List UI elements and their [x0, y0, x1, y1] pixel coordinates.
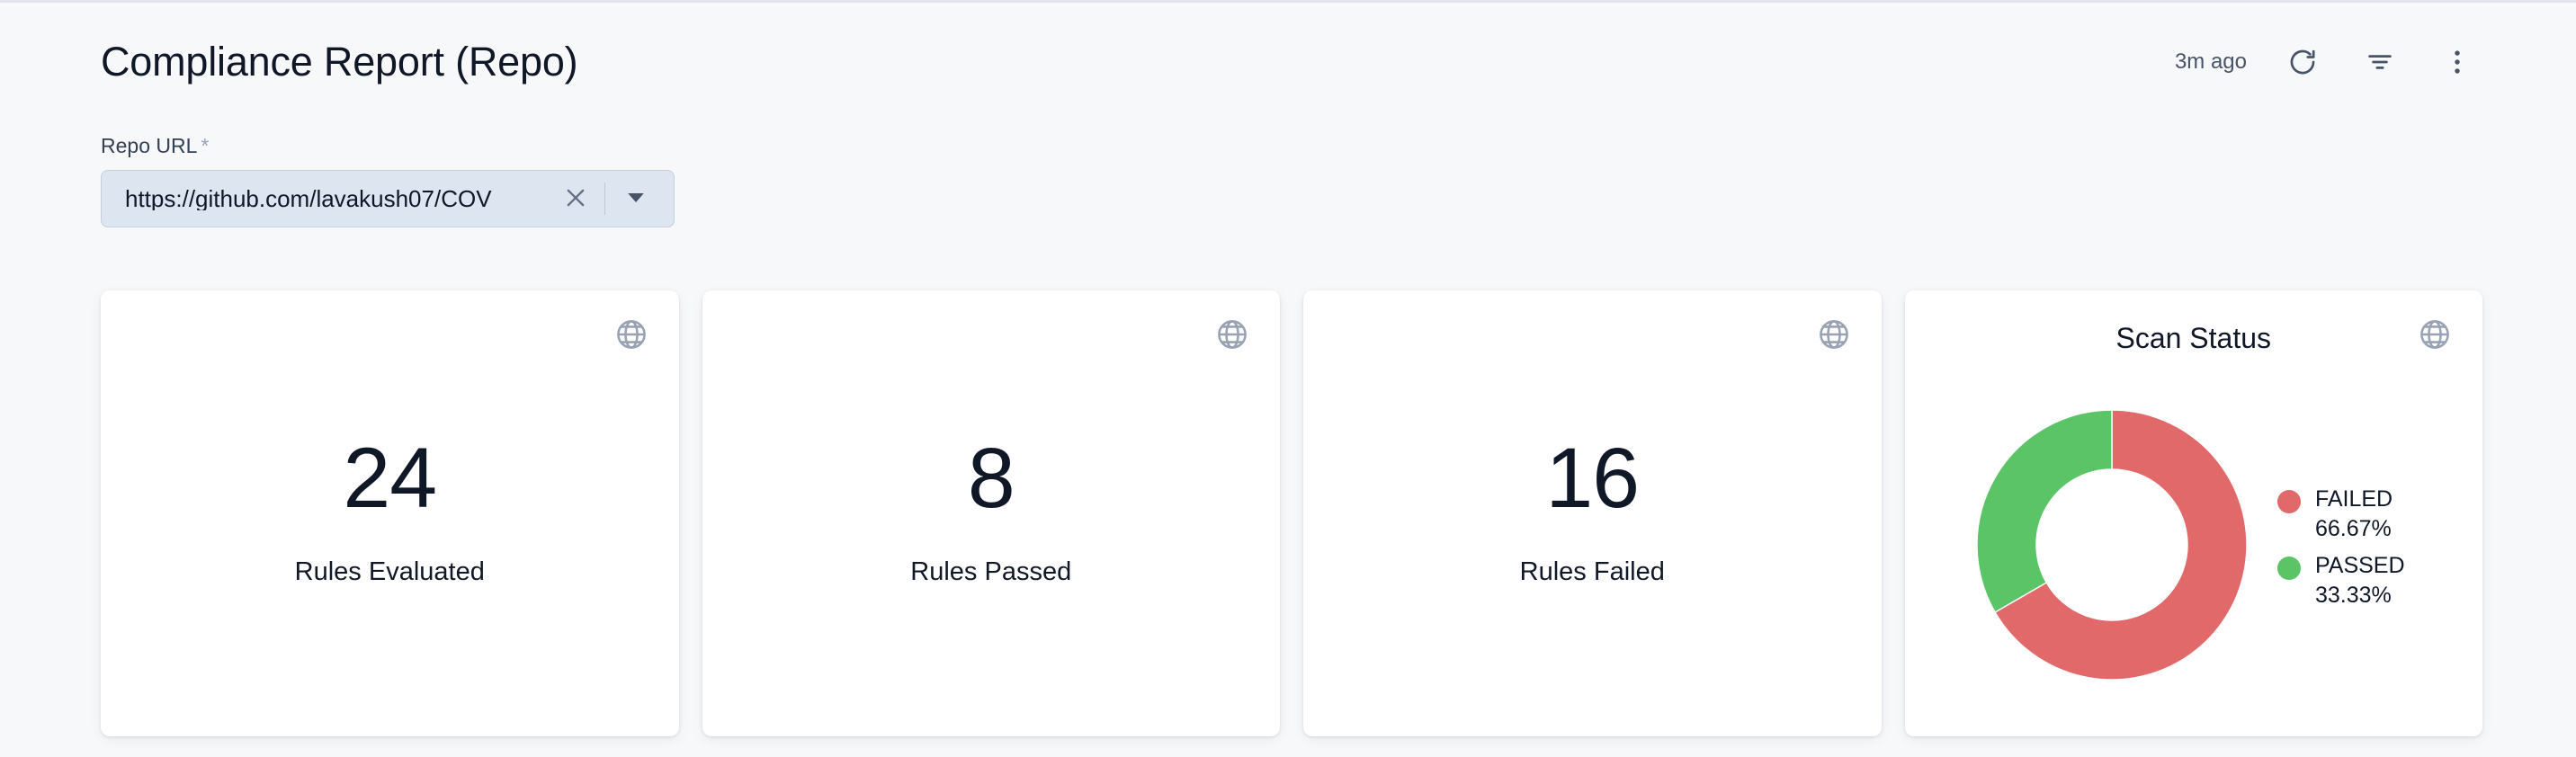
donut-chart[interactable] — [1976, 410, 2247, 680]
legend-swatch — [2276, 557, 2301, 580]
repo-url-field: Repo URL * https://github.com/lavakush07/… — [101, 136, 675, 227]
stat-value: 16 — [1545, 431, 1640, 526]
repo-url-clear-button[interactable] — [556, 179, 595, 218]
more-vertical-icon — [2442, 47, 2473, 77]
stat-card-body: 8 Rules Passed — [702, 290, 1281, 736]
stat-value: 8 — [967, 431, 1015, 526]
legend-text: PASSED 33.33% — [2315, 552, 2405, 610]
donut-slice-failed[interactable] — [1994, 410, 2247, 680]
page-header: Compliance Report (Repo) 3m ago — [0, 33, 2576, 91]
refresh-icon — [2287, 47, 2318, 77]
legend-item-passed[interactable]: PASSED 33.33% — [2276, 552, 2405, 610]
legend-item-failed[interactable]: FAILED 66.67% — [2276, 485, 2405, 544]
chevron-down-icon — [626, 188, 646, 210]
stat-card-rules-evaluated[interactable]: 24 Rules Evaluated — [101, 290, 679, 736]
filter-button[interactable] — [2355, 37, 2405, 87]
globe-icon — [614, 317, 648, 352]
chart-body: FAILED 66.67% PASSED 33.33% — [1905, 377, 2483, 736]
repo-url-label-text: Repo URL — [101, 134, 198, 157]
required-marker: * — [201, 134, 210, 157]
legend-text: FAILED 66.67% — [2315, 485, 2393, 544]
legend-swatch — [2276, 489, 2301, 513]
repo-url-selected-value: https://github.com/lavakush07/COV — [125, 187, 492, 210]
globe-icon — [1817, 317, 1851, 352]
stat-value: 24 — [343, 431, 437, 526]
legend-label: PASSED — [2314, 553, 2405, 578]
stat-card-rules-passed[interactable]: 8 Rules Passed — [702, 290, 1281, 736]
page-title: Compliance Report (Repo) — [101, 39, 578, 85]
last-updated-timestamp: 3m ago — [2174, 49, 2247, 74]
stat-card-rules-failed[interactable]: 16 Rules Failed — [1303, 290, 1882, 736]
stat-label: Rules Evaluated — [294, 557, 485, 586]
stat-card-body: 24 Rules Evaluated — [101, 290, 679, 736]
legend-label: FAILED — [2314, 485, 2393, 512]
stat-label: Rules Failed — [1519, 557, 1665, 586]
refresh-button[interactable] — [2277, 37, 2328, 87]
chart-card-scan-status[interactable]: Scan Status FAILED 66.67% — [1904, 290, 2483, 736]
select-divider — [604, 183, 605, 215]
globe-icon — [2418, 317, 2452, 352]
repo-url-dropdown-button[interactable] — [618, 179, 654, 218]
chart-title: Scan Status — [2115, 322, 2272, 354]
stat-card-body: 16 Rules Failed — [1303, 290, 1882, 736]
chart-legend: FAILED 66.67% PASSED 33.33% — [2276, 480, 2405, 610]
summary-cards-row: 24 Rules Evaluated 8 Rules Passed — [101, 290, 2482, 736]
legend-value: 66.67% — [2314, 515, 2392, 541]
donut-chart-svg — [1976, 410, 2247, 680]
more-options-button[interactable] — [2432, 37, 2482, 87]
stat-label: Rules Passed — [910, 557, 1072, 586]
globe-icon — [1215, 317, 1249, 352]
header-actions: 3m ago — [2175, 37, 2482, 87]
legend-value: 33.33% — [2314, 583, 2392, 609]
filter-icon — [2365, 47, 2395, 77]
repo-url-select[interactable]: https://github.com/lavakush07/COV — [101, 170, 675, 227]
close-icon — [562, 184, 589, 214]
repo-url-label: Repo URL * — [101, 136, 675, 156]
donut-slice-passed[interactable] — [1976, 410, 2113, 613]
